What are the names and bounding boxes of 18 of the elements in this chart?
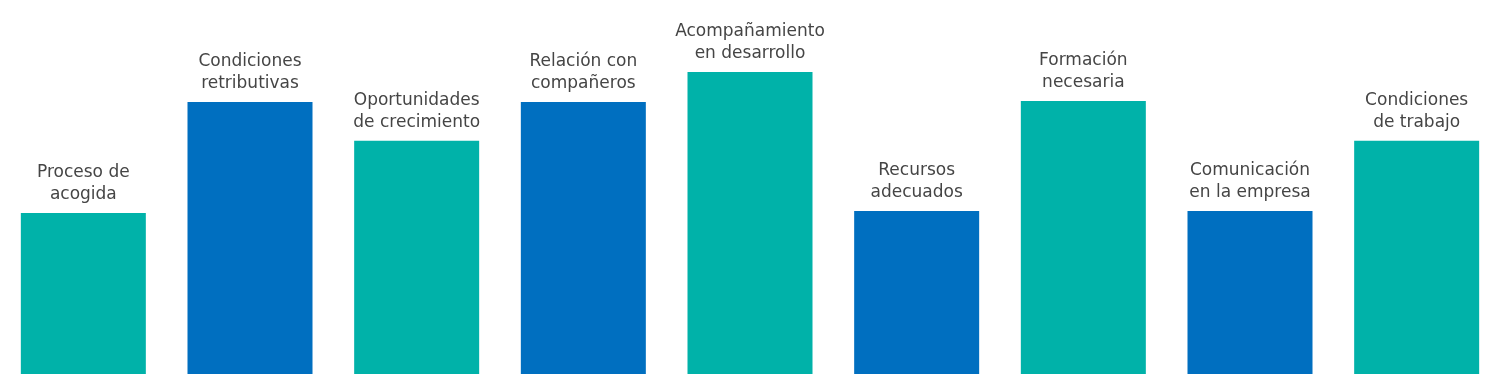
bar [1187, 210, 1313, 374]
x-tick-label: Relación con compañeros [529, 49, 638, 92]
bar [854, 210, 980, 374]
x-tick-label: Condiciones de trabajo [1365, 88, 1469, 131]
x-tick-label: Acompañamiento en desarrollo [675, 20, 825, 62]
bar [687, 72, 813, 374]
x-tick-label: Comunicación en la empresa [1189, 158, 1311, 201]
bar [354, 140, 480, 374]
bar [1020, 100, 1146, 374]
x-tick-label: Formación necesaria [1039, 48, 1128, 91]
bar [1354, 140, 1480, 374]
bar [20, 213, 146, 374]
x-tick-label: Oportunidades de crecimiento [353, 88, 481, 131]
x-tick-label: Recursos adecuados [870, 158, 963, 201]
bar [520, 101, 646, 374]
x-tick-label: Condiciones retributivas [198, 49, 302, 92]
bar [187, 101, 313, 374]
x-tick-label: Proceso de acogida [36, 161, 130, 204]
